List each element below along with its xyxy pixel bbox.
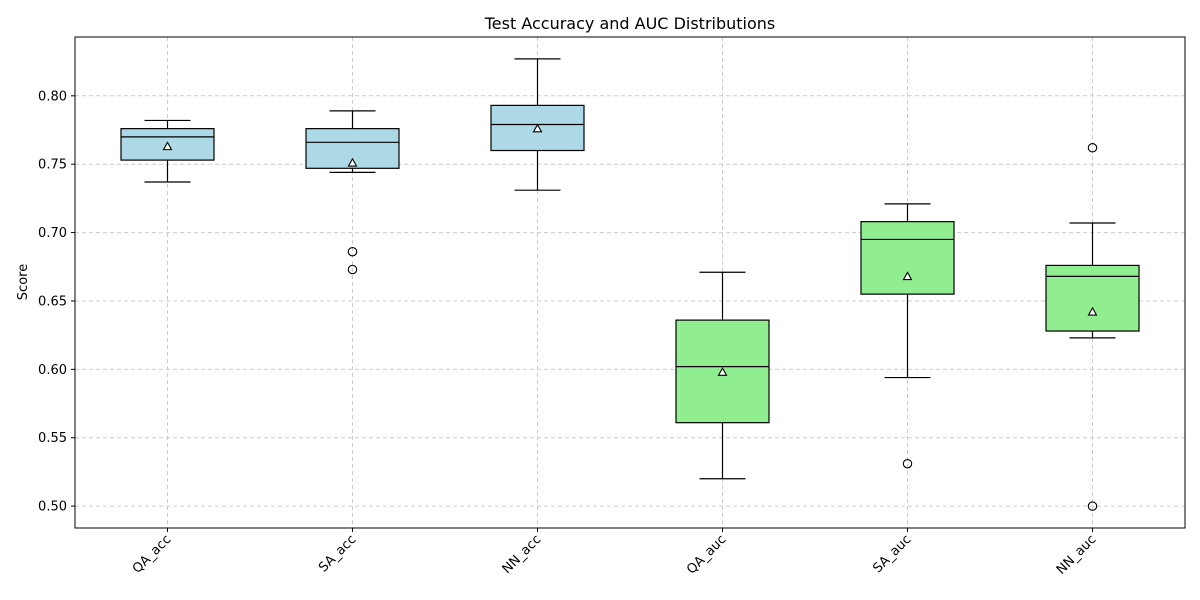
outlier-point xyxy=(1087,501,1098,511)
box-group-sa-acc xyxy=(305,110,400,275)
outlier-point xyxy=(1087,143,1098,153)
box-group-nn-auc xyxy=(1045,143,1140,511)
outlier-point xyxy=(347,246,358,257)
outlier-point xyxy=(902,458,913,469)
chart-title: Test Accuracy and AUC Distributions xyxy=(484,14,776,33)
mean-marker xyxy=(162,141,173,151)
box-group-qa-acc xyxy=(120,119,215,183)
mean-marker xyxy=(347,157,358,167)
box-group-qa-auc xyxy=(675,271,770,480)
grid-layer xyxy=(75,37,1185,528)
outlier-point xyxy=(347,264,358,275)
mean-marker xyxy=(717,366,728,376)
x-tick-label: QA_acc xyxy=(130,532,174,576)
y-tick-label: 0.50 xyxy=(38,500,67,515)
y-tick-label: 0.80 xyxy=(38,89,67,104)
mean-marker xyxy=(532,123,543,133)
y-tick-label: 0.65 xyxy=(38,294,67,309)
y-tick-label: 0.70 xyxy=(38,226,67,241)
box-iqr xyxy=(1045,264,1140,332)
mean-marker xyxy=(902,271,913,281)
y-tick-label: 0.75 xyxy=(38,158,67,173)
plot-frame xyxy=(74,36,1186,529)
x-tick-label: NN_acc xyxy=(500,532,545,577)
x-tick-label: QA_auc xyxy=(684,532,729,577)
x-tick-label: SA_acc xyxy=(316,532,359,575)
y-tick-label: 0.55 xyxy=(38,431,67,446)
y-axis-label: Score xyxy=(16,264,31,300)
boxes-layer xyxy=(120,58,1140,511)
box-iqr xyxy=(860,221,955,295)
mean-marker xyxy=(1087,306,1098,316)
x-tick-label: NN_auc xyxy=(1054,532,1099,577)
box-group-nn-acc xyxy=(490,58,585,191)
axes-layer: 0.50 0.55 0.60 0.65 0.70 0.75 0.80 QA_acc SA_acc… xyxy=(38,36,1186,578)
box-group-sa-auc xyxy=(860,203,955,469)
y-tick-label: 0.60 xyxy=(38,363,67,378)
x-tick-label: SA_auc xyxy=(870,532,914,576)
